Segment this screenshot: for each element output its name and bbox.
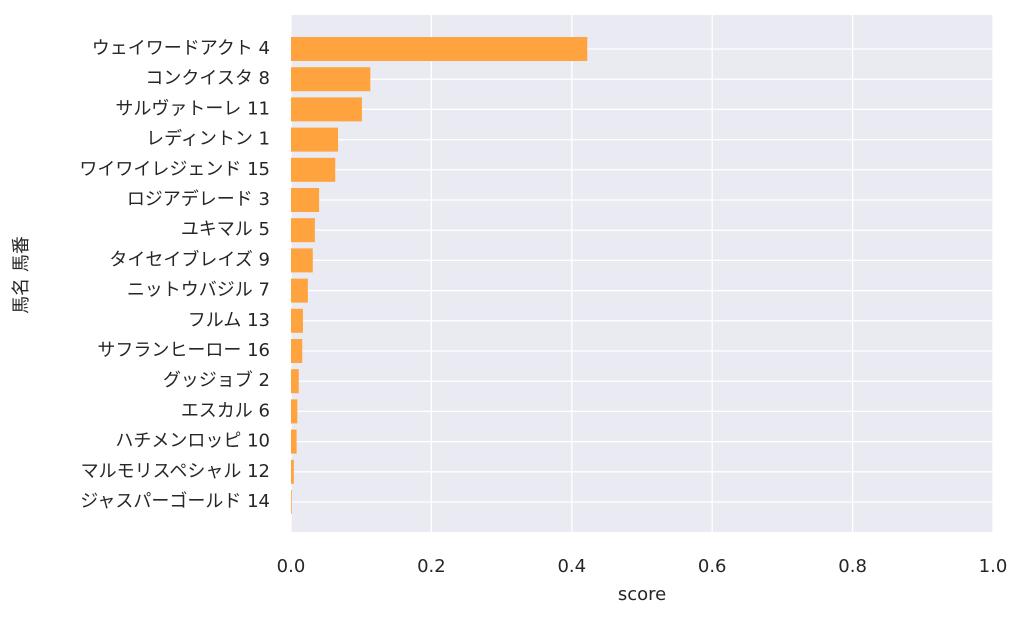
x-tick-label: 0.4 xyxy=(557,556,586,577)
y-tick-label: ワイワイレジェンド 15 xyxy=(79,159,270,180)
bar xyxy=(291,308,303,333)
y-axis-label: 馬名 馬番 xyxy=(11,236,32,314)
x-tick-label: 0.8 xyxy=(838,556,867,577)
plot-area xyxy=(291,15,993,532)
bar xyxy=(291,339,303,363)
y-tick-label: ロジアデレード 3 xyxy=(127,189,270,210)
bar xyxy=(291,429,297,454)
bar xyxy=(291,97,362,122)
bar xyxy=(291,188,320,212)
bar xyxy=(291,67,371,92)
x-tick-label: 0.0 xyxy=(277,556,306,577)
bar xyxy=(291,157,336,182)
y-tick-label: コンクイスタ 8 xyxy=(145,68,270,89)
y-tick-label: ジャスパーゴールド 14 xyxy=(80,491,270,512)
bar xyxy=(291,218,315,243)
y-tick-label: ニットウバジル 7 xyxy=(127,280,270,301)
bar xyxy=(291,490,292,514)
y-tick-label: ウェイワードアクト 4 xyxy=(92,38,270,59)
y-tick-label: サルヴァトーレ 11 xyxy=(115,98,270,119)
x-axis-label: score xyxy=(618,584,666,605)
y-tick-label: ユキマル 5 xyxy=(181,219,270,240)
y-tick-label: マルモリスペシャル 12 xyxy=(81,461,270,482)
x-tick-label: 0.2 xyxy=(417,556,446,577)
y-tick-label: レディントン 1 xyxy=(146,129,270,150)
x-tick-label: 1.0 xyxy=(979,556,1008,577)
y-tick-label: フルム 13 xyxy=(188,310,270,331)
y-tick-label: サフランヒーロー 16 xyxy=(97,340,270,361)
bar xyxy=(291,37,588,61)
bar xyxy=(291,248,313,273)
bar xyxy=(291,369,299,394)
y-tick-label: グッジョブ 2 xyxy=(163,369,270,391)
y-tick-label: ハチメンロッピ 10 xyxy=(115,431,270,452)
bar xyxy=(291,278,308,303)
y-tick-label: エスカル 6 xyxy=(181,400,270,421)
x-tick-label: 0.6 xyxy=(698,556,727,577)
bar xyxy=(291,459,294,484)
bar xyxy=(291,127,339,152)
bar xyxy=(291,399,298,424)
y-tick-label: タイセイブレイズ 9 xyxy=(109,248,270,270)
